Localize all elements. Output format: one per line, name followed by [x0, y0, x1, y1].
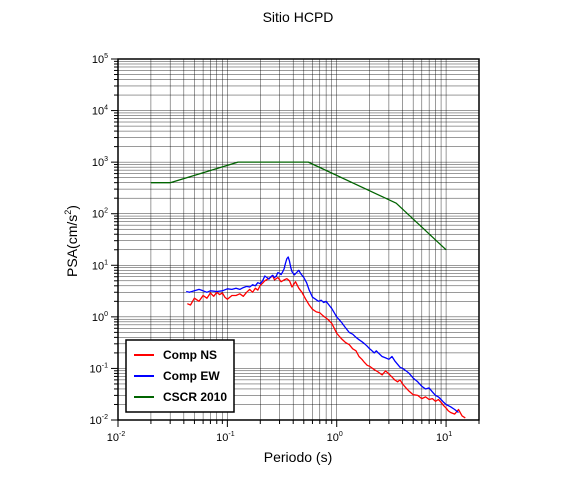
y-tick-label: 10-2 [90, 414, 109, 427]
y-tick-label: 105 [92, 53, 108, 66]
y-tick-label: 101 [92, 259, 108, 272]
legend-label-cscr: CSCR 2010 [163, 390, 227, 404]
x-tick-label: 101 [436, 431, 452, 444]
y-axis-label-main: PSA(cm/s [64, 215, 80, 277]
x-axis-label: Periodo (s) [264, 449, 332, 465]
y-tick-label: 104 [92, 105, 108, 118]
x-tick-label: 10-2 [107, 431, 126, 444]
x-tick-label: 100 [327, 431, 343, 444]
y-tick-label: 100 [92, 311, 108, 324]
legend-label-ns: Comp NS [163, 348, 217, 362]
x-tick-label: 10-1 [216, 431, 235, 444]
y-tick-label: 10-1 [90, 362, 109, 375]
legend: Comp NS Comp EW CSCR 2010 [126, 340, 234, 412]
y-tick-label: 103 [92, 156, 108, 169]
chart-title: Sitio HCPD [263, 9, 334, 25]
y-tick-label: 102 [92, 208, 108, 221]
y-axis-label-tail: ) [64, 205, 80, 210]
series-line-cscr-2010 [151, 162, 446, 250]
y-axis-label: PSA(cm/s2) [63, 205, 80, 277]
legend-label-ew: Comp EW [163, 369, 220, 383]
